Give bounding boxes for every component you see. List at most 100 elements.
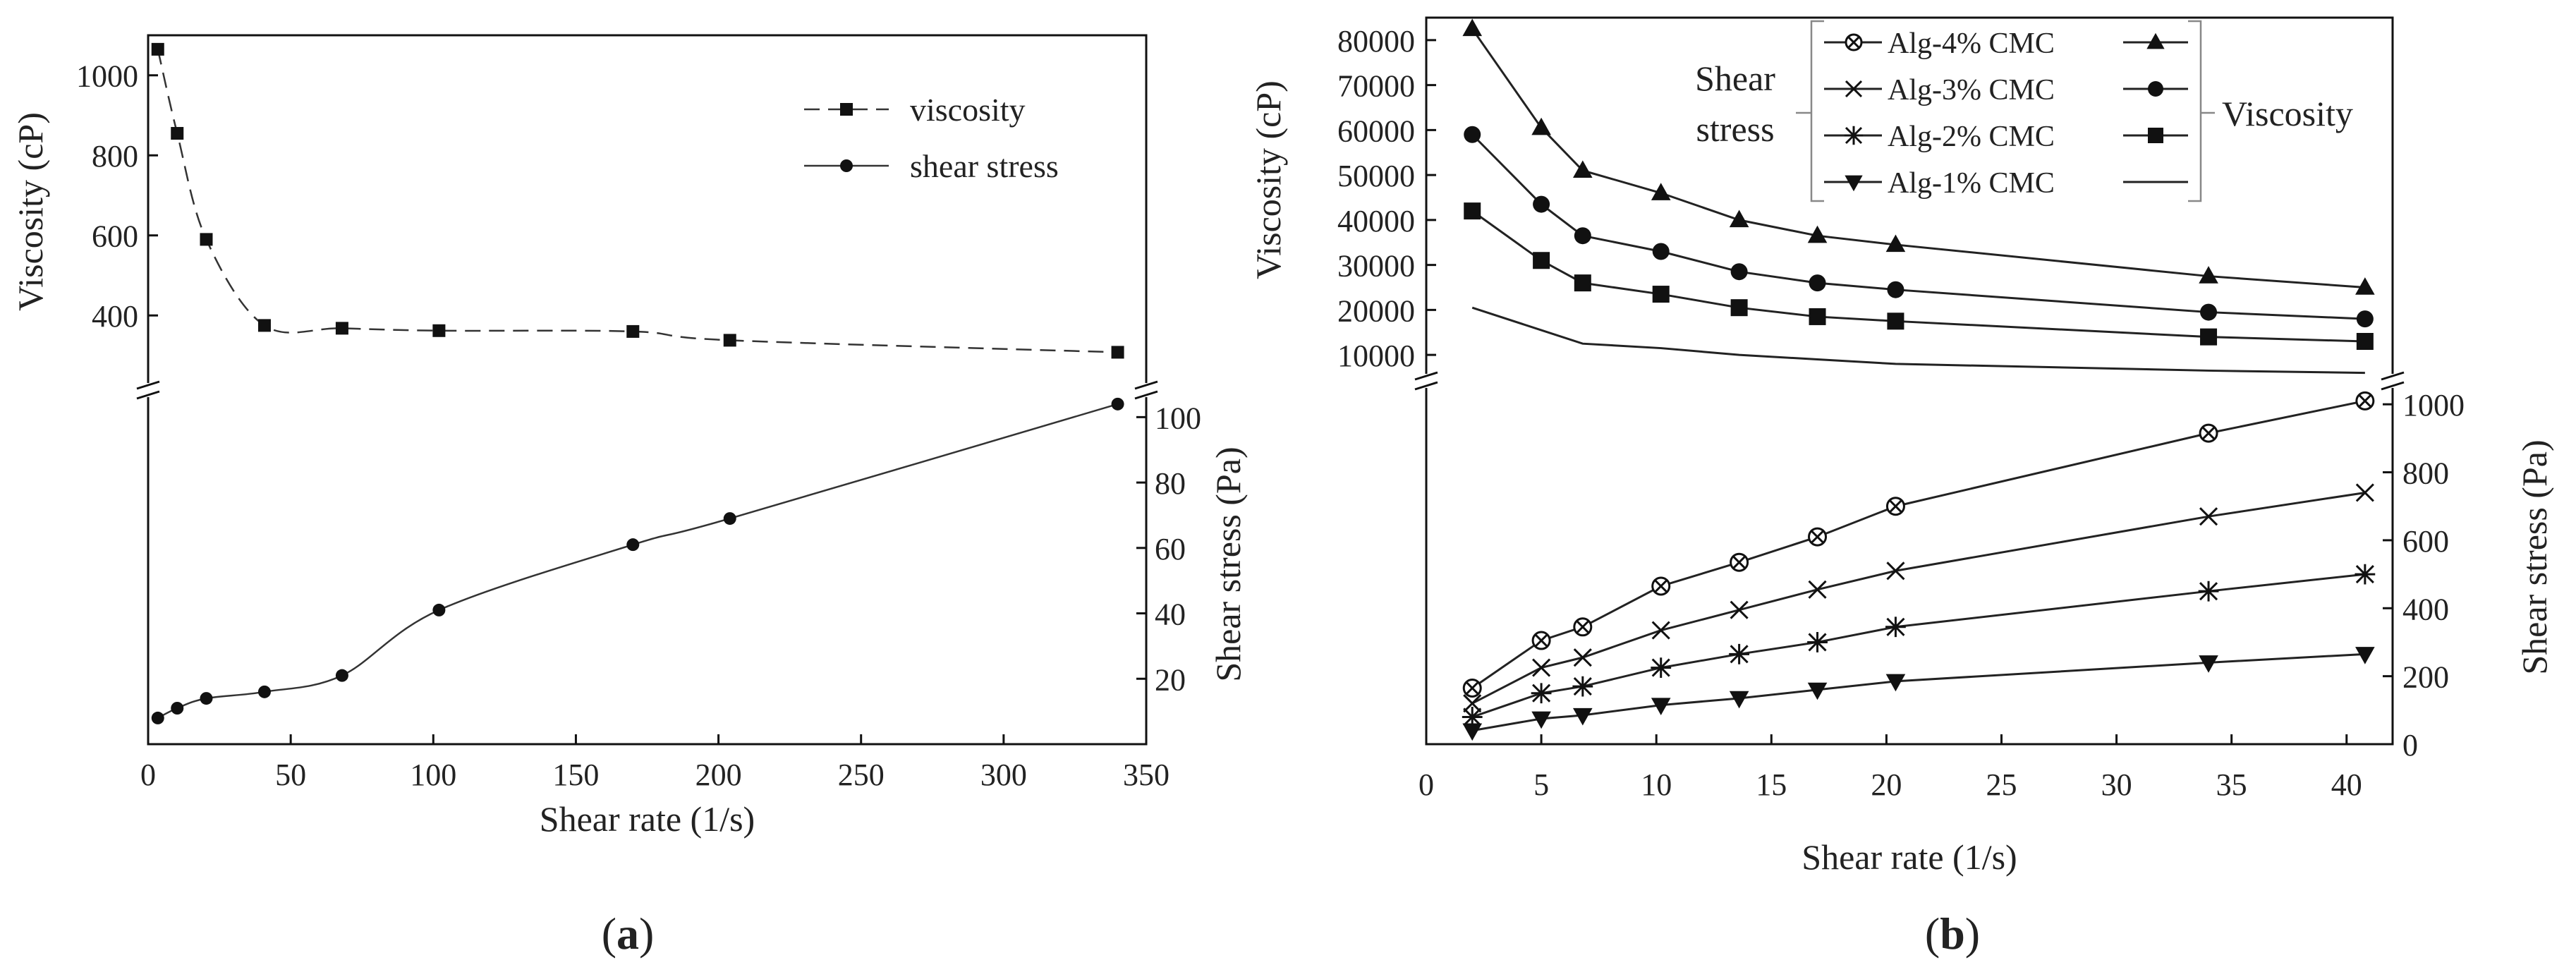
alg-4-cmc-viscosity-point (1651, 183, 1671, 200)
x-tick-label: 25 (1986, 767, 2017, 802)
x-tick-label: 150 (552, 758, 599, 792)
shear-stress-point (151, 711, 164, 724)
alg-3-cmc-shear-stress-point (1886, 561, 1905, 581)
chart-a: 0 50 100 150 200 250 300 350 Shear rate (1/s) 400… (11, 34, 1248, 839)
panel-label-b: (b) (1925, 909, 1980, 959)
shear-stress-tick-label: 40 (1155, 597, 1186, 632)
alg-3-cmc-viscosity-point (1887, 281, 1904, 298)
shear-stress-point (257, 685, 271, 698)
alg-4-cmc-shear-stress-line (1471, 399, 2366, 689)
shear-stress-point (171, 702, 184, 715)
alg-3-cmc-shear-stress-line (1471, 491, 2366, 705)
legend-label: Alg-3% CMC (1888, 74, 2055, 107)
alg-4-cmc-shear-stress-point (1730, 552, 1749, 572)
x-tick-label: 0 (1418, 767, 1434, 802)
legend-marker (840, 103, 853, 116)
alg-4-cmc-shear-stress-point (1531, 631, 1551, 650)
plot-frame (147, 34, 1148, 746)
legend-shear-marker (1845, 80, 1863, 98)
alg-2-cmc-viscosity-point (1652, 286, 1670, 303)
legend-viscosity-marker (2148, 128, 2163, 143)
x-tick-label: 250 (838, 758, 885, 792)
legend-label: viscosity (910, 92, 1026, 128)
alg-3-cmc-shear-stress-point (1651, 621, 1670, 640)
viscosity-tick-label: 1000 (76, 59, 138, 94)
shear-stress-tick-label: 100 (1155, 401, 1201, 435)
viscosity-point (151, 42, 164, 56)
alg-4-cmc-shear-stress-point (2355, 391, 2375, 411)
shear-stress-tick-label: 20 (1155, 662, 1186, 697)
panel-label-a: (a) (602, 909, 655, 959)
legend-shear-marker (1845, 33, 1863, 51)
alg-3-cmc-shear-stress-point (2355, 483, 2374, 502)
alg-2-cmc-shear-stress-point (1572, 676, 1593, 697)
legend-a: viscosity shear stress (804, 92, 1059, 184)
viscosity-point (723, 334, 736, 347)
alg-3-cmc-viscosity-point (1809, 274, 1826, 292)
viscosity-line (157, 49, 1118, 353)
alg-2-cmc-shear-stress-point (1531, 683, 1552, 704)
alg-2-cmc-shear-stress-point (2355, 564, 2376, 585)
alg-3-cmc-viscosity-point (2200, 303, 2218, 321)
x-tick-label: 0 (140, 758, 156, 792)
alg-4-cmc-viscosity-point (1807, 225, 1828, 243)
x-tick-label: 20 (1871, 767, 1902, 802)
alg-3-cmc-viscosity-point (1574, 227, 1591, 245)
alg-3-cmc-viscosity-point (1464, 126, 1481, 143)
viscosity-point (626, 324, 640, 338)
x-tick-label: 40 (2331, 767, 2362, 802)
x-tick-label: 10 (1641, 767, 1672, 802)
x-tick-label: 100 (410, 758, 456, 792)
legend-group-label-viscosity: Viscosity (2222, 94, 2353, 133)
viscosity-tick-label: 40000 (1337, 204, 1415, 238)
shear-stress-tick-label: 800 (2402, 456, 2449, 491)
alg-2-cmc-viscosity-point (1464, 202, 1481, 220)
legend-shear-marker (1844, 126, 1864, 145)
alg-2-cmc-viscosity-point (1887, 312, 1904, 330)
x-tick-label: 350 (1123, 758, 1169, 792)
viscosity-axis-label: Viscosity (cP) (11, 112, 50, 311)
shear-stress-axis-label: Shear stress (Pa) (1208, 446, 1248, 681)
legend-b: Shear stress Viscosity Alg-4% CMC Alg-3% CMC… (1695, 20, 2353, 202)
alg-3-cmc-shear-stress-point (1532, 658, 1551, 677)
alg-4-cmc-shear-stress-point (1808, 527, 1828, 547)
legend-marker (840, 159, 853, 172)
shear-stress-tick-label: 1000 (2402, 388, 2465, 423)
alg-4-cmc-viscosity-point (1729, 209, 1749, 228)
shear-stress-tick-label: 200 (2402, 660, 2449, 695)
alg-1-cmc-viscosity-line (1471, 306, 2365, 375)
shear-stress-tick-label: 0 (2402, 728, 2418, 763)
alg-4-cmc-shear-stress-point (1885, 497, 1905, 516)
alg-2-cmc-shear-stress-point (1885, 616, 1906, 638)
shear-stress-point (335, 669, 348, 682)
alg-4-cmc-shear-stress-point (2199, 423, 2218, 443)
viscosity-tick-label: 20000 (1337, 293, 1415, 328)
right-axis-break (1134, 380, 1158, 400)
alg-4-cmc-viscosity-line (1471, 28, 2365, 288)
alg-3-cmc-viscosity-point (1652, 243, 1670, 260)
right-axis-break (2381, 371, 2405, 391)
alg-3-cmc-viscosity-line (1471, 133, 2365, 320)
viscosity-tick-label: 400 (92, 299, 138, 334)
alg-2-cmc-viscosity-point (2200, 328, 2218, 346)
alg-4-cmc-viscosity-point (2355, 277, 2375, 295)
shear-stress-tick-label: 600 (2402, 524, 2449, 559)
x-tick-label: 5 (1533, 767, 1549, 802)
shear-stress-tick-label: 80 (1155, 466, 1186, 501)
viscosity-point (200, 233, 213, 246)
alg-2-cmc-viscosity-point (1809, 308, 1826, 325)
alg-2-cmc-viscosity-point (1533, 252, 1550, 269)
alg-3-cmc-shear-stress-point (2199, 507, 2218, 526)
viscosity-axis-label: Viscosity (cP) (1248, 80, 1288, 279)
alg-1-cmc-shear-stress-point (1531, 711, 1551, 729)
viscosity-tick-label: 80000 (1337, 24, 1415, 59)
alg-4-cmc-shear-stress-point (1462, 679, 1482, 698)
shear-stress-point (1111, 397, 1124, 411)
viscosity-point (257, 319, 271, 332)
x-tick-label: 50 (275, 758, 306, 792)
alg-4-cmc-viscosity-point (2199, 266, 2218, 284)
x-tick-label: 30 (2101, 767, 2132, 802)
alg-3-cmc-shear-stress-point (1573, 648, 1592, 667)
